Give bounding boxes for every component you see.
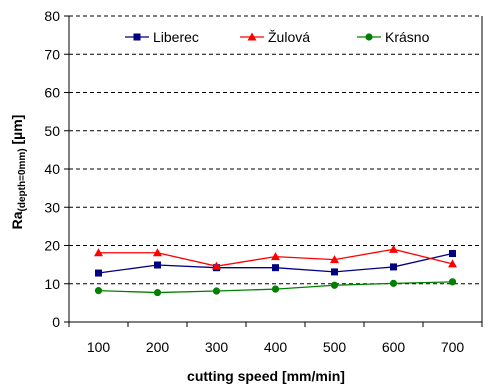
x-tick-label: 100 <box>87 339 111 355</box>
data-point <box>449 250 456 258</box>
y-tick-label: 40 <box>44 161 60 177</box>
legend-marker <box>133 33 141 41</box>
y-tick-label: 70 <box>44 46 60 62</box>
y-tick-label: 10 <box>44 276 60 292</box>
axes <box>64 15 483 327</box>
legend-item-1: Liberec <box>125 29 199 45</box>
series-2 <box>94 244 457 270</box>
y-axis-title-unit: [µm] <box>9 115 25 149</box>
y-axis-title-sub: (depth=0mm) <box>17 148 28 211</box>
y-tick-labels: 0 10 20 30 40 50 60 70 80 <box>44 8 60 330</box>
legend-label: Žulová <box>268 29 310 45</box>
series-3 <box>94 278 457 297</box>
gridlines <box>69 15 482 285</box>
x-tick-labels: 100 200 300 400 500 600 700 <box>87 339 465 355</box>
data-point <box>389 279 398 287</box>
legend-marker <box>247 32 257 41</box>
data-point <box>94 287 103 295</box>
series-group <box>94 244 457 297</box>
y-tick-label: 60 <box>44 85 60 101</box>
y-tick-label: 80 <box>44 8 60 24</box>
data-point <box>272 264 279 272</box>
legend-item-3: Krásno <box>357 29 430 45</box>
legend-label: Liberec <box>153 29 199 45</box>
y-axis-title-main: Ra <box>9 211 25 229</box>
data-point <box>448 259 457 268</box>
legend-marker <box>365 33 373 41</box>
data-point <box>330 281 339 289</box>
y-tick-label: 0 <box>52 314 60 330</box>
x-axis-title: cutting speed [mm/min] <box>187 368 345 384</box>
x-tick-label: 600 <box>382 339 406 355</box>
data-point <box>153 288 162 297</box>
data-point <box>331 268 338 276</box>
data-point <box>212 261 221 270</box>
y-tick-label: 20 <box>44 238 60 254</box>
y-tick-label: 50 <box>44 123 60 139</box>
data-point <box>212 287 221 295</box>
y-tick-label: 30 <box>44 199 60 215</box>
y-axis-title: Ra(depth=0mm) [µm] <box>9 115 28 230</box>
data-point <box>271 252 280 261</box>
x-tick-label: 400 <box>264 339 288 355</box>
data-point <box>271 285 280 293</box>
data-point <box>154 261 161 269</box>
legend-item-2: Žulová <box>240 29 310 45</box>
legend: Liberec Žulová Krásno <box>125 29 430 45</box>
data-point <box>153 248 162 257</box>
data-point <box>389 244 398 253</box>
data-point <box>390 263 397 271</box>
data-point <box>95 269 102 277</box>
x-tick-label: 500 <box>323 339 347 355</box>
x-tick-label: 200 <box>146 339 170 355</box>
legend-label: Krásno <box>385 29 430 45</box>
data-point <box>94 248 103 257</box>
x-tick-label: 300 <box>205 339 229 355</box>
data-point <box>448 278 457 286</box>
x-tick-label: 700 <box>441 339 465 355</box>
data-point <box>330 255 339 264</box>
